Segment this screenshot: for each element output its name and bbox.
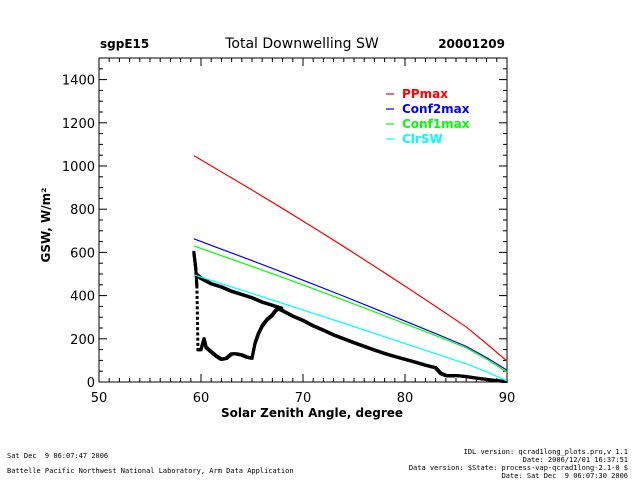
- footer-data-version: Data version: $State: process-vap-qcrad1…: [408, 464, 628, 472]
- observation-point: [195, 316, 199, 320]
- y-tick-label: 1200: [62, 117, 95, 132]
- observation-point: [196, 332, 200, 336]
- x-axis-label: Solar Zenith Angle, degree: [221, 406, 403, 420]
- observation-point: [195, 285, 199, 289]
- site-label: sgpE15: [100, 37, 149, 51]
- x-tick-label: 80: [397, 391, 414, 406]
- y-tick-label: 400: [70, 290, 95, 305]
- series-line-conf1max: [193, 245, 508, 373]
- y-tick-label: 200: [70, 333, 95, 348]
- y-tick-label: 800: [70, 203, 95, 218]
- legend-label: Conf1max: [402, 117, 470, 131]
- observation-point: [196, 337, 200, 341]
- legend-label: Conf2max: [402, 102, 470, 116]
- footer-org: Battelle Pacific Northwest National Labo…: [7, 467, 294, 475]
- series-line-conf2max: [193, 238, 508, 371]
- observation-point: [196, 322, 200, 325]
- observation-point: [280, 306, 284, 310]
- y-tick-label: 1000: [62, 160, 95, 175]
- footer-timestamp: Sat Dec 9 06:07:47 2006: [7, 452, 109, 460]
- legend-label: ClrSW: [402, 132, 443, 146]
- observation-point: [195, 301, 199, 305]
- chart-title: Total Downwelling SW: [224, 36, 379, 52]
- footer-idl-date: Date: 2006/12/01 16:37:51: [522, 456, 628, 464]
- observation-point: [504, 379, 508, 383]
- observation-point: [195, 311, 199, 315]
- y-tick-label: 600: [70, 246, 95, 261]
- ticks: 50 60 70 80 90 0 200 400 600 800 1000 1200 1400: [62, 57, 516, 406]
- observations: [192, 250, 508, 383]
- footer-data-date: Date: Sat Dec 9 06:07:30 2006: [501, 472, 628, 480]
- x-tick-label: 90: [499, 391, 516, 406]
- y-axis-label: GSW, W/m²: [39, 188, 53, 263]
- date-label: 20001209: [438, 37, 505, 51]
- y-tick-label: 0: [87, 376, 95, 391]
- observation-point: [196, 327, 200, 331]
- observation-point: [195, 290, 199, 294]
- x-tick-label: 50: [91, 391, 108, 406]
- series-lines: [193, 155, 508, 382]
- observation-point: [195, 306, 199, 310]
- footer-idl-version: IDL version: qcrad1long_plots.pro,v 1.1: [463, 448, 628, 456]
- x-tick-label: 70: [295, 391, 312, 406]
- series-line-ppmax: [193, 155, 508, 362]
- legend-label: PPmax: [402, 87, 448, 101]
- y-tick-label: 1400: [62, 74, 95, 89]
- observation-point: [195, 295, 199, 299]
- x-tick-label: 60: [193, 391, 210, 406]
- observation-point: [196, 342, 200, 346]
- series-line-clrsw: [193, 274, 508, 382]
